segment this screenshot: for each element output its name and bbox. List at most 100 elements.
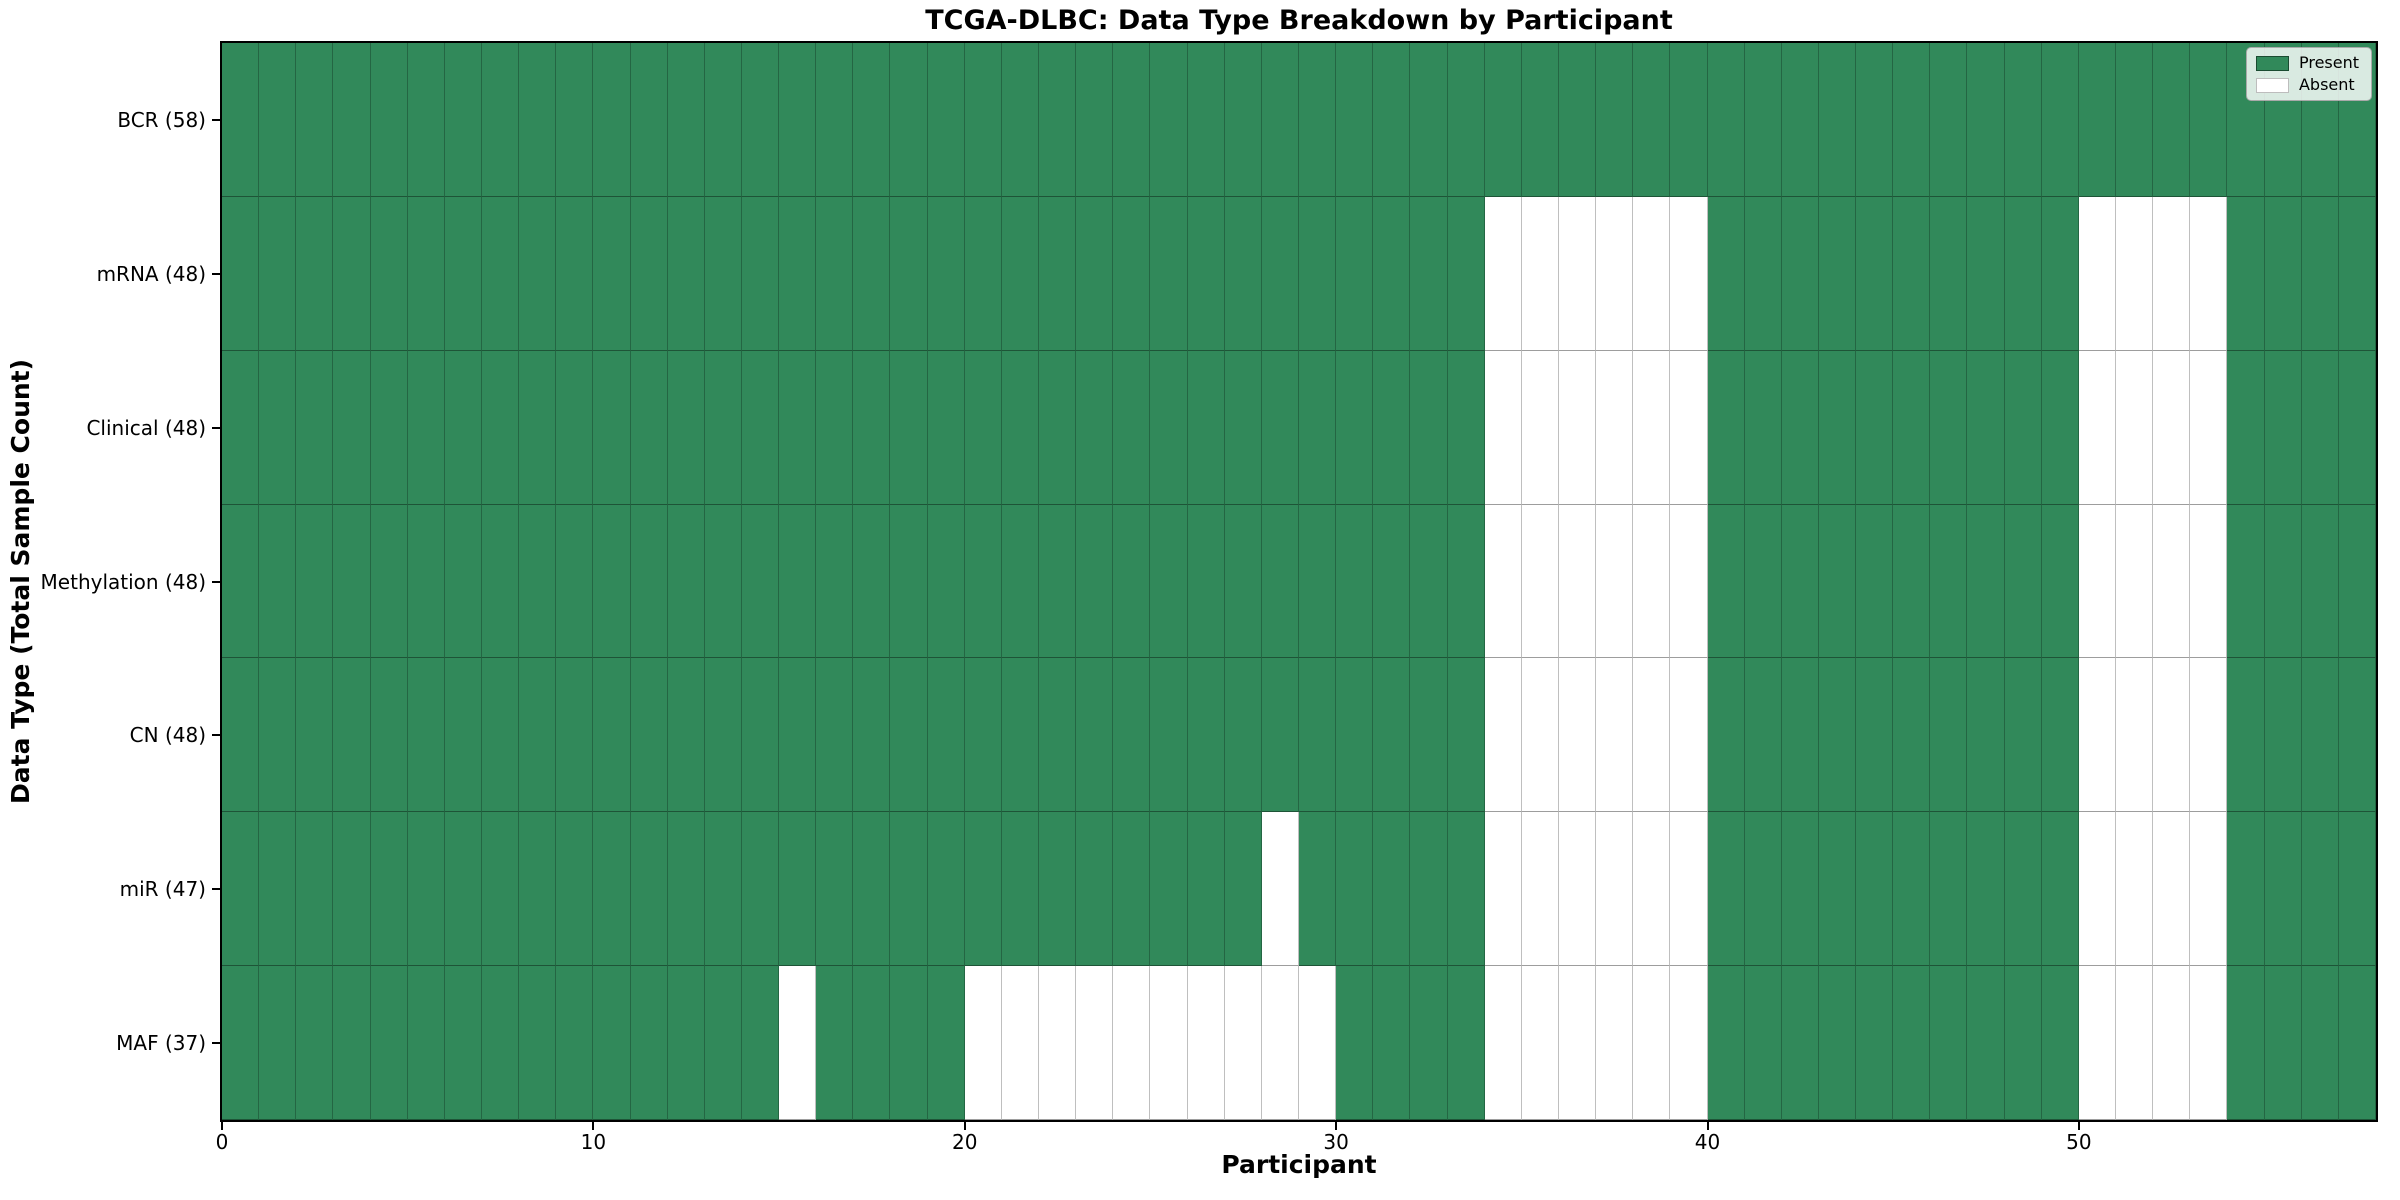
cell-miR-12-present: [667, 812, 705, 967]
cell-BCR-27-present: [1224, 43, 1262, 197]
cell-miR-34-absent: [1484, 812, 1522, 967]
cell-BCR-41-present: [1744, 43, 1782, 197]
cell-Methylation-28-present: [1261, 504, 1299, 659]
cell-Clinical-16-present: [816, 350, 854, 505]
cell-Methylation-46-present: [1930, 504, 1968, 659]
cell-Clinical-35-absent: [1521, 350, 1559, 505]
cell-CN-28-present: [1261, 658, 1299, 813]
cell-MAF-32-present: [1410, 966, 1448, 1120]
cell-CN-5-present: [407, 658, 445, 813]
cell-miR-46-present: [1930, 812, 1968, 967]
cell-mRNA-7-present: [481, 196, 520, 351]
cell-Clinical-57-present: [2338, 350, 2376, 505]
cell-miR-35-absent: [1521, 812, 1559, 967]
cell-miR-54-present: [2227, 812, 2265, 967]
cell-CN-22-present: [1039, 658, 1077, 813]
cell-Methylation-2-present: [296, 504, 334, 659]
cell-miR-39-absent: [1670, 812, 1708, 967]
cell-mRNA-10-present: [593, 196, 631, 351]
cell-MAF-29-absent: [1299, 966, 1337, 1120]
cell-Methylation-47-present: [1967, 504, 2005, 659]
cell-Clinical-47-present: [1967, 350, 2005, 505]
cell-MAF-40-present: [1707, 966, 1745, 1120]
cell-Clinical-33-present: [1447, 350, 1485, 505]
cell-BCR-15-present: [779, 43, 817, 197]
y-tick-mark: [212, 888, 222, 891]
cell-MAF-55-present: [2264, 966, 2302, 1120]
y-tick-label-BCR: BCR (58): [117, 107, 206, 132]
cell-Clinical-5-present: [407, 350, 445, 505]
cell-mRNA-18-present: [890, 196, 928, 351]
cell-mRNA-48-present: [2004, 196, 2042, 351]
cell-mRNA-40-present: [1707, 196, 1745, 351]
x-tick-mark: [1335, 1120, 1338, 1130]
cell-Clinical-54-present: [2227, 350, 2265, 505]
cell-MAF-28-absent: [1261, 966, 1299, 1120]
cell-MAF-49-present: [2041, 966, 2079, 1120]
cell-Clinical-50-absent: [2078, 350, 2117, 505]
cell-MAF-17-present: [853, 966, 891, 1120]
cell-BCR-53-present: [2190, 43, 2228, 197]
cell-Methylation-33-present: [1447, 504, 1485, 659]
cell-Methylation-29-present: [1299, 504, 1337, 659]
cell-Clinical-46-present: [1930, 350, 1968, 505]
cell-mRNA-37-absent: [1596, 196, 1634, 351]
cell-BCR-29-present: [1299, 43, 1337, 197]
cell-MAF-10-present: [593, 966, 631, 1120]
cell-MAF-16-present: [816, 966, 854, 1120]
cell-miR-16-present: [816, 812, 854, 967]
cell-CN-2-present: [296, 658, 334, 813]
cell-CN-6-present: [444, 658, 482, 813]
cell-Clinical-21-present: [1001, 350, 1040, 505]
cell-MAF-1-present: [259, 966, 297, 1120]
cell-mRNA-42-present: [1781, 196, 1819, 351]
cell-Clinical-1-present: [259, 350, 297, 505]
cell-MAF-23-absent: [1076, 966, 1114, 1120]
cell-Methylation-17-present: [853, 504, 891, 659]
cell-Methylation-52-absent: [2153, 504, 2191, 659]
cell-MAF-53-absent: [2190, 966, 2228, 1120]
cell-MAF-26-absent: [1187, 966, 1225, 1120]
cell-Clinical-18-present: [890, 350, 928, 505]
cell-Clinical-7-present: [481, 350, 520, 505]
cell-MAF-0-present: [222, 966, 260, 1120]
cell-miR-43-present: [1818, 812, 1857, 967]
cell-CN-42-present: [1781, 658, 1819, 813]
cell-Clinical-32-present: [1410, 350, 1448, 505]
cell-CN-44-present: [1856, 658, 1894, 813]
cell-Methylation-19-present: [927, 504, 965, 659]
cell-miR-3-present: [333, 812, 371, 967]
cell-CN-21-present: [1001, 658, 1040, 813]
cell-MAF-8-present: [519, 966, 557, 1120]
cell-CN-20-present: [964, 658, 1002, 813]
cell-mRNA-35-absent: [1521, 196, 1559, 351]
cell-MAF-13-present: [704, 966, 742, 1120]
cell-mRNA-53-absent: [2190, 196, 2228, 351]
cell-Clinical-34-absent: [1484, 350, 1522, 505]
cell-MAF-25-absent: [1150, 966, 1188, 1120]
cell-BCR-32-present: [1410, 43, 1448, 197]
cell-MAF-19-present: [927, 966, 965, 1120]
cell-MAF-39-absent: [1670, 966, 1708, 1120]
cell-BCR-47-present: [1967, 43, 2005, 197]
cell-Clinical-20-present: [964, 350, 1002, 505]
cell-Clinical-51-absent: [2116, 350, 2154, 505]
cell-Methylation-18-present: [890, 504, 928, 659]
cell-miR-47-present: [1967, 812, 2005, 967]
cell-MAF-37-absent: [1596, 966, 1634, 1120]
cell-BCR-33-present: [1447, 43, 1485, 197]
cell-Clinical-23-present: [1076, 350, 1114, 505]
cell-Clinical-15-present: [779, 350, 817, 505]
cell-mRNA-22-present: [1039, 196, 1077, 351]
cell-Methylation-14-present: [741, 504, 780, 659]
cell-mRNA-34-absent: [1484, 196, 1522, 351]
cell-Methylation-12-present: [667, 504, 705, 659]
cell-CN-16-present: [816, 658, 854, 813]
cell-MAF-33-present: [1447, 966, 1485, 1120]
cell-BCR-44-present: [1856, 43, 1894, 197]
cell-miR-17-present: [853, 812, 891, 967]
cell-Clinical-31-present: [1373, 350, 1411, 505]
cell-miR-36-absent: [1558, 812, 1597, 967]
cell-miR-20-present: [964, 812, 1002, 967]
cell-MAF-14-present: [741, 966, 780, 1120]
